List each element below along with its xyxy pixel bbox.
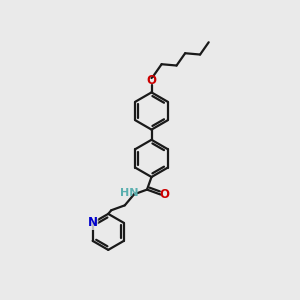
Text: O: O <box>159 188 170 201</box>
Text: O: O <box>146 74 157 88</box>
Text: N: N <box>88 216 98 230</box>
Text: HN: HN <box>120 188 139 198</box>
